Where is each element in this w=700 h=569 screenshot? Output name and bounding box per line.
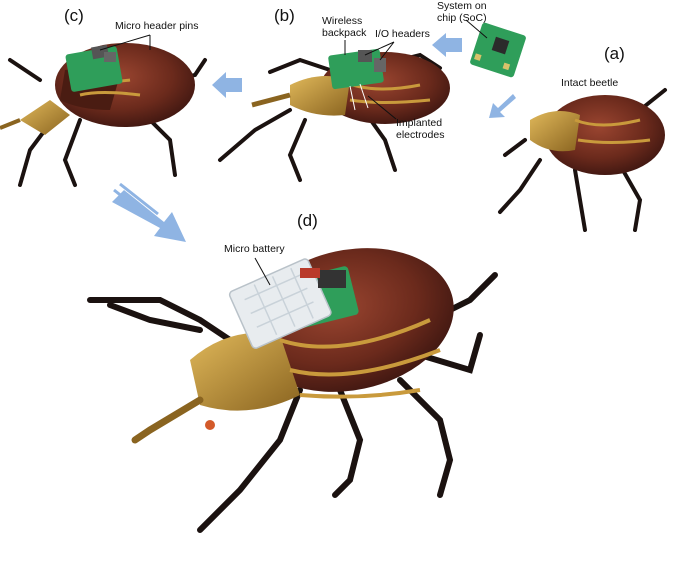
label-soc: System on chip (SoC) [437, 0, 487, 24]
arrow-a-to-b [489, 94, 516, 118]
label-intact-beetle: Intact beetle [561, 77, 619, 89]
panel-label-a: (a) [604, 44, 625, 63]
leader-soc [465, 19, 488, 39]
leader-io-headers [364, 41, 395, 61]
label-soc-line1: System on [437, 0, 487, 12]
label-implanted-electrodes: Implanted electrodes [396, 117, 444, 141]
arrow-b-to-c [212, 72, 242, 98]
beetle-c [0, 43, 207, 187]
label-wireless-backpack-line1: Wireless [322, 15, 363, 27]
soc-chip [470, 22, 526, 78]
label-wireless-backpack-line2: backpack [322, 27, 367, 39]
beetle-d [87, 248, 498, 533]
leader-micro-battery [254, 257, 271, 286]
beetle-b [218, 48, 450, 182]
panel-label-c: (c) [64, 6, 84, 25]
leader-implanted-electrodes [367, 95, 397, 120]
label-implanted-electrodes-line1: Implanted [396, 117, 443, 129]
label-micro-battery: Micro battery [224, 243, 285, 255]
leader-micro-header-pins [99, 34, 151, 51]
flow-arrows [112, 33, 516, 242]
beetle-a [498, 88, 667, 232]
leader-lines [99, 19, 488, 286]
label-soc-line2: chip (SoC) [437, 12, 487, 24]
label-implanted-electrodes-line2: electrodes [396, 129, 445, 141]
label-io-headers: I/O headers [375, 28, 430, 40]
arrow-c-to-d [112, 182, 186, 242]
panel-label-b: (b) [274, 6, 295, 25]
label-micro-header-pins: Micro header pins [115, 20, 199, 32]
label-wireless-backpack: Wireless backpack [322, 15, 366, 39]
panel-label-d: (d) [297, 211, 318, 230]
arrow-soc-to-b [432, 33, 462, 57]
